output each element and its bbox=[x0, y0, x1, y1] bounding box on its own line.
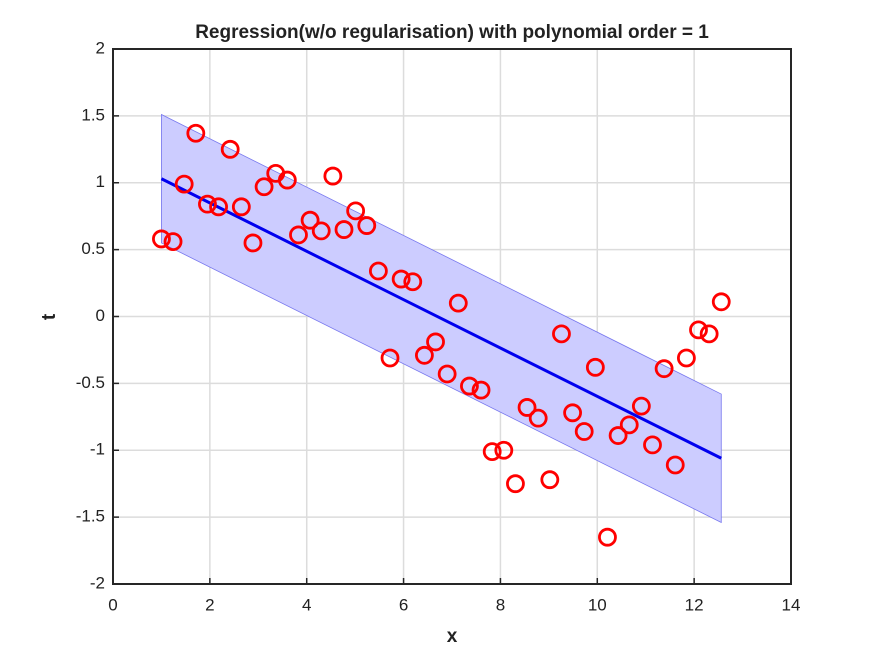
data-point bbox=[494, 440, 514, 460]
data-point bbox=[574, 422, 594, 441]
data-point bbox=[654, 359, 674, 379]
data-point bbox=[403, 272, 423, 292]
chart-title: Regression(w/o regularisation) with poly… bbox=[195, 22, 709, 43]
data-point bbox=[346, 201, 366, 221]
fit-line bbox=[160, 177, 722, 460]
data-point bbox=[528, 408, 548, 428]
x-tick-label: 8 bbox=[496, 595, 505, 614]
data-point bbox=[152, 229, 171, 249]
data-point bbox=[437, 364, 457, 384]
data-point bbox=[277, 170, 297, 190]
data-point bbox=[643, 435, 662, 455]
data-point bbox=[289, 225, 308, 245]
data-point bbox=[380, 348, 400, 368]
y-axis-label: t bbox=[39, 313, 60, 320]
data-point bbox=[209, 197, 228, 217]
data-point bbox=[254, 177, 274, 197]
data-point bbox=[598, 527, 617, 547]
data-point bbox=[198, 194, 217, 214]
y-tick-label: 1 bbox=[96, 172, 105, 191]
data-point bbox=[482, 442, 502, 461]
x-tick-label: 6 bbox=[399, 595, 408, 614]
y-tick-label: -2 bbox=[90, 573, 105, 592]
x-tick-label: 4 bbox=[302, 595, 311, 614]
x-tick-label: 12 bbox=[685, 595, 704, 614]
y-tick-label: 1.5 bbox=[81, 105, 105, 124]
data-point bbox=[619, 415, 639, 435]
data-point bbox=[711, 292, 731, 312]
data-point bbox=[323, 166, 343, 186]
data-point bbox=[471, 380, 491, 400]
data-point bbox=[174, 174, 194, 194]
data-point bbox=[506, 474, 525, 494]
data-point bbox=[631, 396, 651, 416]
data-point bbox=[552, 324, 571, 344]
data-point bbox=[585, 357, 605, 377]
data-point bbox=[517, 398, 537, 417]
data-point bbox=[357, 216, 377, 235]
data-point bbox=[608, 426, 628, 445]
data-point bbox=[231, 197, 251, 217]
ticks: 0 2 4 6 8 10 12 14 -2 -1.5 -1 -0.5 0 0.5 1 1.5 2 bbox=[76, 38, 801, 614]
x-tick-label: 14 bbox=[782, 595, 801, 614]
data-point bbox=[220, 139, 240, 159]
data-point bbox=[311, 221, 331, 241]
y-tick-label: -1 bbox=[90, 440, 105, 459]
data-point bbox=[689, 320, 708, 340]
data-point bbox=[448, 293, 468, 313]
y-tick-label: -0.5 bbox=[76, 373, 105, 392]
data-point bbox=[540, 470, 560, 490]
marks bbox=[152, 113, 731, 547]
x-tick-label: 2 bbox=[205, 595, 214, 614]
data-point bbox=[676, 348, 696, 368]
data-point bbox=[334, 220, 354, 239]
data-point bbox=[563, 403, 582, 423]
data-point bbox=[460, 376, 479, 396]
data-point bbox=[391, 269, 411, 289]
data-point bbox=[414, 345, 434, 365]
y-tick-label: 0 bbox=[96, 306, 105, 325]
data-point bbox=[163, 232, 183, 252]
data-point bbox=[186, 123, 206, 143]
data-point bbox=[699, 324, 719, 344]
y-tick-label: -1.5 bbox=[76, 507, 105, 526]
y-tick-label: 0.5 bbox=[81, 239, 105, 258]
data-point bbox=[665, 455, 685, 475]
data-point bbox=[300, 210, 320, 230]
data-point bbox=[426, 332, 445, 352]
y-tick-label: 2 bbox=[96, 38, 105, 57]
x-tick-label: 10 bbox=[588, 595, 607, 614]
data-point bbox=[243, 233, 263, 253]
x-axis-label: x bbox=[447, 626, 458, 647]
data-point bbox=[368, 261, 388, 281]
x-tick-label: 0 bbox=[108, 595, 117, 614]
